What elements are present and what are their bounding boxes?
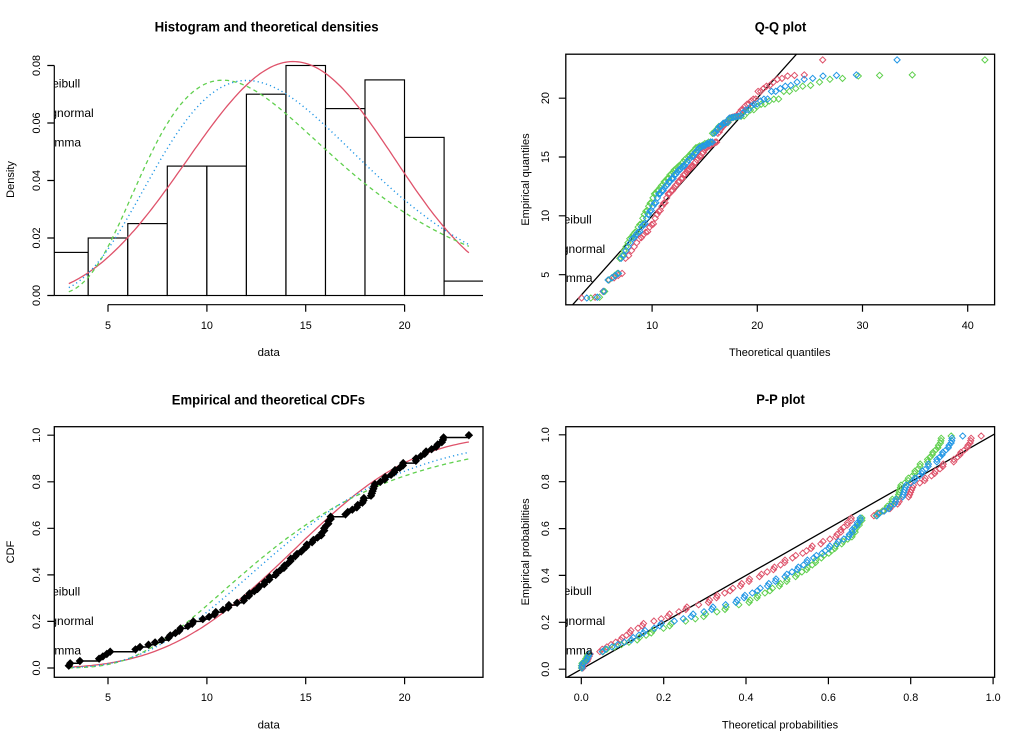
svg-text:10: 10 — [201, 692, 213, 704]
svg-text:0.8: 0.8 — [540, 474, 552, 489]
svg-text:0.06: 0.06 — [31, 112, 43, 133]
svg-text:0.4: 0.4 — [540, 568, 552, 583]
svg-text:Theoretical quantiles: Theoretical quantiles — [729, 347, 831, 359]
svg-text:Weibull: Weibull — [553, 213, 592, 227]
svg-text:Empirical probabilities: Empirical probabilities — [520, 498, 532, 605]
svg-text:0.04: 0.04 — [31, 170, 43, 191]
svg-text:0.6: 0.6 — [31, 521, 43, 536]
svg-text:1.0: 1.0 — [540, 427, 552, 442]
svg-text:Empirical quantiles: Empirical quantiles — [520, 133, 532, 226]
svg-text:15: 15 — [300, 692, 312, 704]
svg-text:20: 20 — [399, 320, 411, 332]
svg-text:Empirical and theoretical CDFs: Empirical and theoretical CDFs — [172, 393, 366, 408]
svg-text:0.4: 0.4 — [31, 567, 43, 582]
svg-text:20: 20 — [540, 92, 552, 104]
svg-text:0.0: 0.0 — [540, 662, 552, 677]
svg-text:Q-Q plot: Q-Q plot — [755, 20, 807, 35]
svg-text:0.8: 0.8 — [31, 474, 43, 489]
svg-text:15: 15 — [300, 320, 312, 332]
svg-text:0.6: 0.6 — [821, 692, 836, 704]
svg-text:Theoretical probabilities: Theoretical probabilities — [722, 719, 839, 731]
svg-text:15: 15 — [540, 151, 552, 163]
svg-text:0.0: 0.0 — [31, 660, 43, 675]
svg-text:0.2: 0.2 — [31, 614, 43, 629]
svg-text:Density: Density — [5, 161, 17, 198]
svg-text:10: 10 — [646, 320, 658, 332]
svg-text:Weibull: Weibull — [41, 585, 80, 599]
svg-text:gamma: gamma — [553, 643, 593, 657]
svg-text:30: 30 — [856, 320, 868, 332]
svg-text:20: 20 — [751, 320, 763, 332]
svg-text:lognormal: lognormal — [41, 106, 94, 120]
svg-text:0.08: 0.08 — [31, 55, 43, 76]
svg-text:data: data — [258, 719, 281, 731]
svg-text:lognormal: lognormal — [41, 614, 94, 628]
svg-text:10: 10 — [201, 320, 213, 332]
svg-text:20: 20 — [399, 692, 411, 704]
svg-text:0.00: 0.00 — [31, 285, 43, 306]
svg-text:Weibull: Weibull — [553, 584, 592, 598]
svg-text:5: 5 — [540, 272, 552, 278]
svg-text:gamma: gamma — [553, 271, 593, 285]
svg-text:0.0: 0.0 — [574, 692, 589, 704]
svg-text:0.2: 0.2 — [656, 692, 671, 704]
svg-text:Weibull: Weibull — [41, 77, 80, 91]
svg-text:1.0: 1.0 — [986, 692, 1001, 704]
svg-text:CDF: CDF — [5, 540, 17, 563]
svg-text:P-P plot: P-P plot — [756, 392, 805, 407]
svg-text:data: data — [258, 347, 281, 359]
svg-text:0.02: 0.02 — [31, 227, 43, 248]
svg-text:lognormal: lognormal — [553, 614, 606, 628]
svg-text:Histogram and theoretical dens: Histogram and theoretical densities — [155, 20, 379, 35]
svg-text:5: 5 — [105, 692, 111, 704]
svg-text:0.8: 0.8 — [903, 692, 918, 704]
svg-text:5: 5 — [105, 320, 111, 332]
svg-text:gamma: gamma — [41, 644, 81, 658]
svg-text:0.6: 0.6 — [540, 521, 552, 536]
svg-text:0.4: 0.4 — [739, 692, 754, 704]
svg-text:lognormal: lognormal — [553, 242, 606, 256]
svg-text:gamma: gamma — [41, 136, 81, 150]
svg-text:0.2: 0.2 — [540, 615, 552, 630]
svg-text:1.0: 1.0 — [31, 428, 43, 443]
svg-text:10: 10 — [540, 210, 552, 222]
svg-text:40: 40 — [962, 320, 974, 332]
